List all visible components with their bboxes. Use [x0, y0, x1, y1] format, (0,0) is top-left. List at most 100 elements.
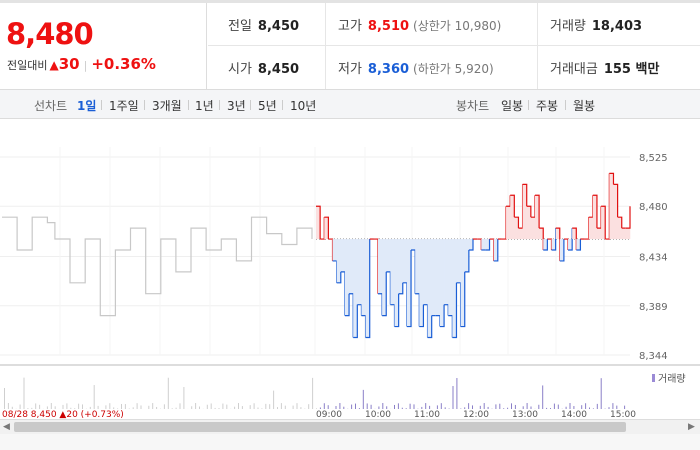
tab-5years[interactable]: 5년 [258, 99, 277, 113]
x-tick-label: 14:00 [561, 410, 587, 419]
price-segment [555, 227, 561, 261]
stats-row: 시가 8,450 저가 8,360 (하한가 5,920) 거래대금 155 백만 [208, 46, 700, 88]
price-segment [382, 271, 387, 317]
chart-scrollbar[interactable]: ◀ ▶ [0, 419, 700, 435]
area-fill [357, 239, 362, 305]
tab-1week[interactable]: 1주일 [109, 99, 139, 113]
price-segment [572, 227, 577, 250]
area-fill [460, 239, 466, 327]
area-fill [481, 239, 486, 250]
tab-10years[interactable]: 10년 [290, 99, 317, 113]
volume-bar [542, 385, 544, 409]
price-segment [605, 173, 610, 240]
x-tick-label: 09:00 [316, 410, 342, 419]
area-fill [386, 239, 391, 272]
tab-weekly-candle[interactable]: 주봉 [536, 99, 559, 113]
tab-1year[interactable]: 1년 [195, 99, 214, 113]
scroll-left-icon[interactable]: ◀ [3, 422, 10, 432]
volume-bar [444, 407, 446, 409]
volume-bar [397, 403, 399, 409]
area-fill [514, 217, 519, 240]
area-fill [377, 239, 383, 294]
price-segment [510, 194, 515, 218]
price-segment [559, 239, 565, 262]
volume-legend: 거래량 [658, 373, 686, 385]
volume-bar [546, 407, 548, 409]
price-segment [468, 239, 474, 251]
area-fill [568, 239, 573, 250]
area-fill [485, 239, 490, 250]
volume-bar [362, 389, 364, 409]
tab-daily-candle[interactable]: 일봉 [501, 99, 524, 113]
volume-bar [487, 406, 489, 409]
area-fill [361, 239, 366, 316]
price-segment [435, 315, 441, 327]
tab-monthly-candle[interactable]: 월봉 [573, 99, 596, 113]
area-fill [526, 206, 532, 240]
area-fill [588, 217, 594, 240]
area-fill [411, 239, 416, 250]
volume-bar [226, 404, 228, 409]
area-fill [439, 239, 445, 327]
y-axis-ticks: 8,525 8,480 8,434 8,389 8,344 [639, 153, 668, 362]
intraday-price-chart[interactable]: 8,525 8,480 8,434 8,389 8,344 거래량 08/28 8,45… [0, 119, 700, 419]
x-tick-label: 13:00 [512, 410, 538, 419]
x-tick-label: 10:00 [365, 410, 391, 419]
volume-bar [7, 403, 9, 409]
scroll-right-icon[interactable]: ▶ [688, 422, 695, 432]
volume-bar [175, 407, 177, 409]
price-segment [320, 217, 325, 240]
volume-bar [440, 403, 442, 409]
area-fill [344, 239, 350, 316]
volume-bar [327, 405, 329, 409]
area-fill [572, 228, 577, 240]
volume-bar [585, 403, 587, 409]
price-segment [406, 249, 412, 328]
volume-bar [222, 403, 224, 409]
price-segment [336, 271, 342, 284]
volume-bar [386, 406, 388, 409]
area-fill [617, 217, 623, 240]
volume-bar [581, 405, 583, 409]
price-segment [592, 194, 598, 229]
volume-bar [66, 403, 68, 409]
volume-bar [62, 404, 64, 409]
volume-bar [257, 407, 259, 409]
volume-bar [596, 403, 598, 409]
volume-bar [273, 390, 275, 409]
volume-bar [218, 408, 220, 409]
volume-bar [425, 403, 427, 409]
area-fill [534, 195, 540, 240]
volume-bar [616, 405, 618, 409]
price-segment [576, 239, 582, 251]
tab-3years[interactable]: 3년 [227, 99, 246, 113]
price-segment [452, 282, 458, 339]
volume-bar [132, 407, 134, 409]
volume-bar [284, 405, 286, 409]
volume-bar [511, 403, 512, 409]
x-footer-label: 08/28 8,450 ▲20 (+0.73%) [2, 410, 124, 419]
area-fill [493, 239, 499, 261]
price-segment [357, 304, 363, 316]
volume-bar [557, 404, 559, 409]
volume-bar [452, 386, 454, 409]
volume-bar [253, 403, 255, 409]
price-segment [456, 282, 462, 327]
scroll-thumb[interactable] [14, 422, 626, 432]
volume-bar [280, 403, 282, 409]
divider [528, 100, 529, 110]
y-tick-label: 8,344 [639, 351, 668, 362]
area-fill [394, 239, 399, 327]
price-segment [493, 239, 499, 262]
volume-bar [394, 404, 395, 409]
volume-bar [206, 404, 208, 409]
price-segment [584, 217, 590, 240]
price-segment [316, 205, 321, 240]
area-fill [539, 228, 544, 240]
volume-bar [429, 405, 431, 409]
tab-3months[interactable]: 3개월 [152, 99, 182, 113]
tab-1day[interactable]: 1일 [77, 99, 97, 113]
price-segment [398, 282, 404, 295]
volume-bar [292, 405, 294, 409]
volume-bar [265, 403, 267, 409]
